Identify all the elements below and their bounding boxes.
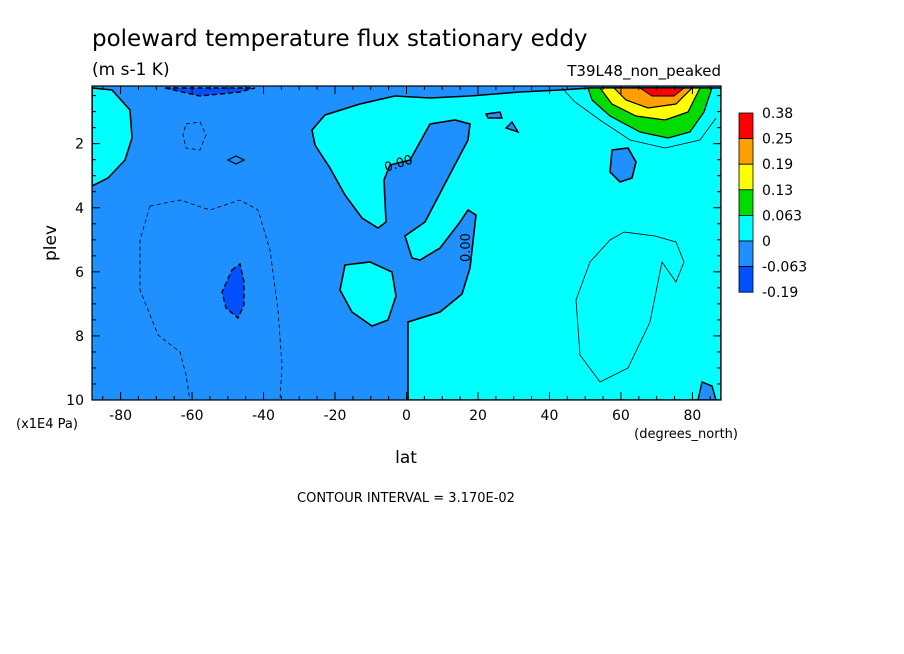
x-tick-label: 40 <box>541 408 559 424</box>
contour-label-2: 0.00 <box>459 233 474 262</box>
contour-neg-thin-2 <box>139 205 191 400</box>
x-tick-label: -40 <box>252 408 275 424</box>
x-tick-label: 80 <box>683 408 701 424</box>
fill-pos-weak-pocket <box>339 261 397 327</box>
fill-neg-strong-top <box>164 87 256 97</box>
contour-pos-thin-1 <box>561 87 717 149</box>
x-tick-label: 60 <box>612 408 630 424</box>
x-tick-label: 0 <box>402 408 411 424</box>
y-axis-units: (x1E4 Pa) <box>16 417 78 432</box>
fill-pos-weak-left <box>92 87 133 187</box>
colorbar-label: -0.19 <box>762 285 798 301</box>
x-tick-label: -60 <box>181 408 204 424</box>
run-label: T39L48_non_peaked <box>566 62 721 81</box>
y-tick-label: 10 <box>66 393 84 409</box>
contour-neg-thin-3 <box>182 121 207 151</box>
x-tick-label: -80 <box>109 408 132 424</box>
colorbar-swatch <box>738 240 754 268</box>
contour-interval: CONTOUR INTERVAL = 3.170E-02 <box>297 491 515 506</box>
contour-neg-thin-4 <box>226 155 246 165</box>
y-tick-label: 6 <box>75 265 84 281</box>
fill-neg-weak-bit-2 <box>504 120 520 134</box>
colorbar-label: 0.25 <box>762 132 793 148</box>
colorbar-label: 0.38 <box>762 106 793 122</box>
colorbar-label: 0 <box>762 234 771 250</box>
fill-neg-weak-bit-3 <box>697 381 717 400</box>
fill-neg-weak-pocket <box>609 147 637 183</box>
colorbar-label: 0.13 <box>762 183 793 199</box>
chart-title: poleward temperature flux stationary edd… <box>92 26 588 52</box>
plot-area: 0.00 0.00 <box>91 85 722 401</box>
x-tick-label: 20 <box>469 408 487 424</box>
contour-pos-thin-2 <box>575 231 685 383</box>
y-tick-label: 4 <box>75 201 84 217</box>
colorbar-swatch <box>738 214 754 242</box>
fill-neg-strong-pocket <box>221 262 245 320</box>
contour-neg-thin-1 <box>149 199 283 400</box>
colorbar-label: -0.063 <box>762 260 807 276</box>
x-tick-label: -20 <box>324 408 347 424</box>
colorbar-label: 0.19 <box>762 157 793 173</box>
x-tick-labels: -80 -60 -40 -20 0 20 40 60 80 <box>109 408 701 424</box>
colorbar-swatch <box>738 163 754 191</box>
contour-fills <box>92 86 721 400</box>
colorbar-swatch <box>738 189 754 216</box>
chart-units: (m s-1 K) <box>92 60 170 80</box>
fill-neg-weak-bit-1 <box>484 111 503 119</box>
fill-pos-25 <box>638 87 686 97</box>
colorbar-label: 0.063 <box>762 208 802 224</box>
colorbar-swatch <box>738 266 754 293</box>
x-axis-label: lat <box>395 448 417 468</box>
colorbar-swatch <box>738 112 754 140</box>
colorbar-swatch <box>738 138 754 165</box>
y-tick-label: 2 <box>75 137 84 153</box>
y-tick-label: 8 <box>75 329 84 345</box>
colorbar: 0.38 0.25 0.19 0.13 0.063 0 -0.063 -0.19 <box>738 106 807 301</box>
y-axis-label: plev <box>41 225 61 261</box>
x-axis-units: (degrees_north) <box>634 427 738 442</box>
tick-marks <box>92 86 721 401</box>
y-tick-labels: 2 4 6 8 10 <box>66 137 84 409</box>
